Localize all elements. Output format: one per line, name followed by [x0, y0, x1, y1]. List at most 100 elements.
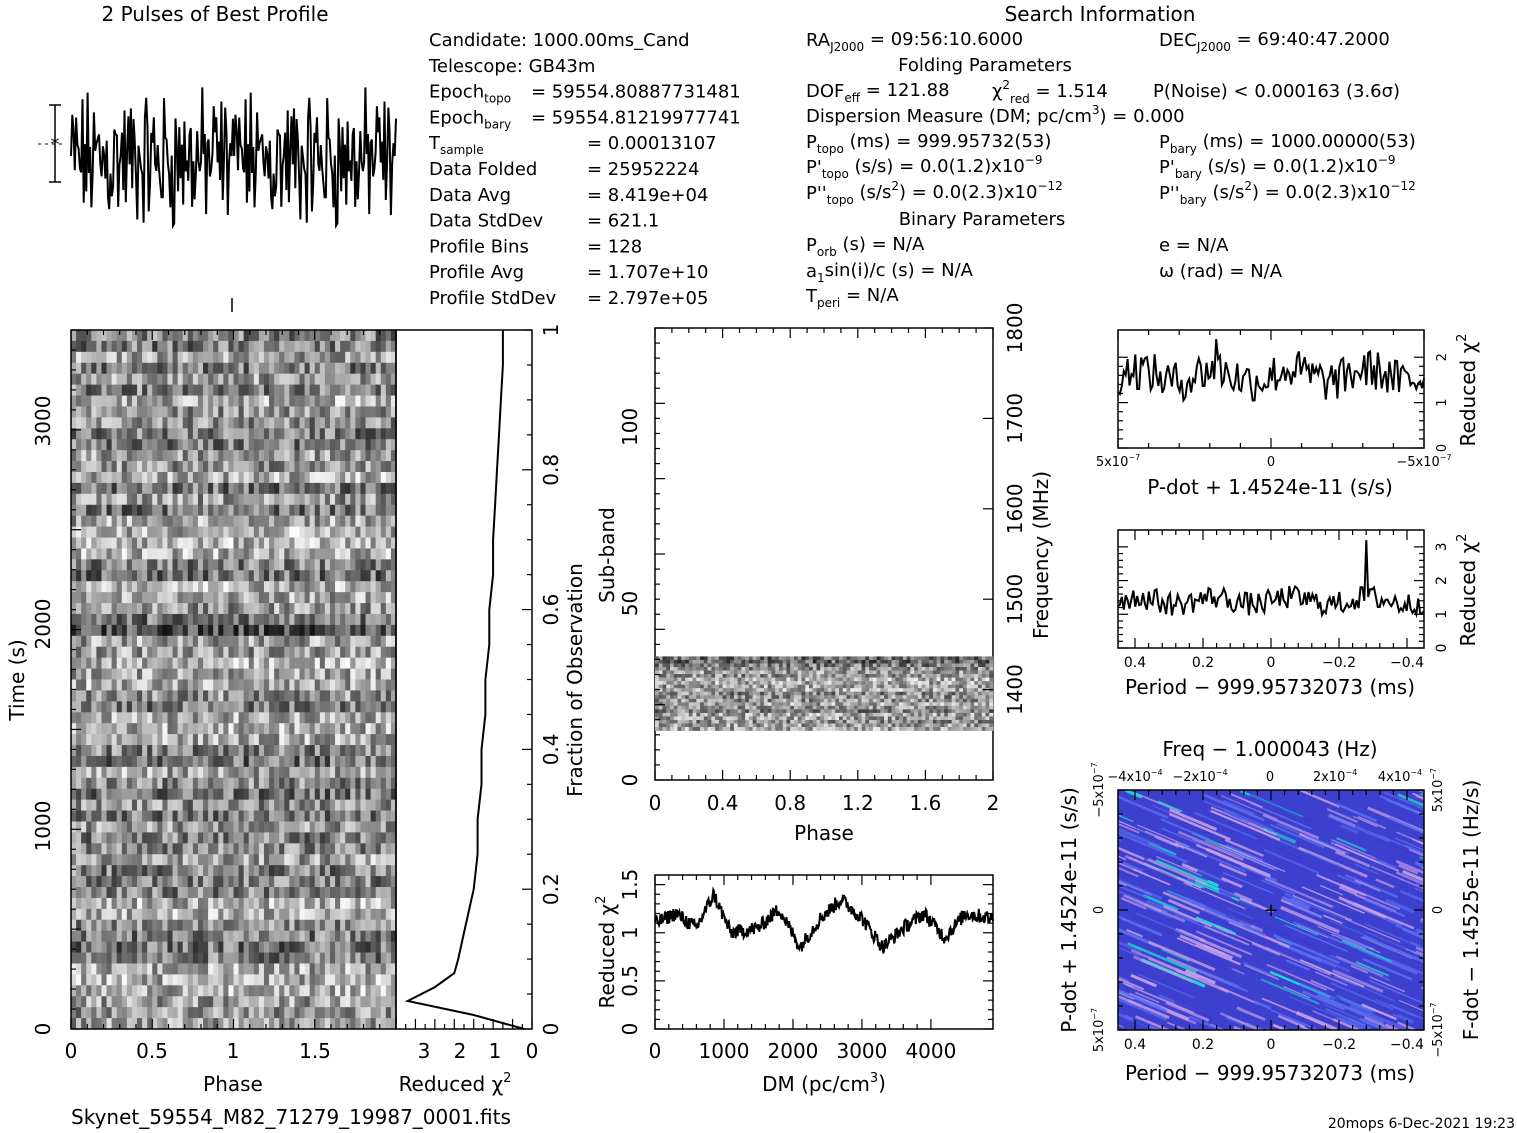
tp-cell [335, 854, 341, 866]
tp-cell [324, 777, 331, 790]
tp-cell [269, 908, 275, 921]
tp-cell [284, 657, 290, 669]
tp-cell [258, 1018, 265, 1029]
tp-cell [253, 843, 260, 855]
tp-cell [106, 810, 113, 822]
tp-cell [96, 439, 102, 451]
tp-cell [172, 908, 179, 921]
tp-cell [91, 482, 97, 495]
tp-cell [294, 723, 300, 735]
tp-cell [172, 504, 179, 517]
tp-cell [238, 417, 245, 429]
tp-cell [71, 646, 77, 659]
subband-cell [790, 674, 795, 678]
subband-cell [962, 663, 968, 668]
tp-cell [319, 876, 326, 888]
tp-cell [345, 493, 351, 506]
tp-cell [355, 788, 361, 801]
tp-cell [263, 919, 270, 932]
tp-cell [177, 548, 184, 560]
tp-cell [167, 832, 173, 844]
tp-cell [218, 570, 224, 582]
tp-cell [162, 526, 168, 538]
tp-cell [182, 996, 189, 1008]
tp-cell [365, 635, 372, 648]
tp-cell [152, 723, 158, 735]
subband-cell [940, 656, 945, 661]
tp-cell [370, 919, 377, 932]
tp-cell [116, 657, 123, 669]
tp-cell [314, 592, 321, 604]
tp-cell [81, 624, 87, 637]
tp-cell [355, 777, 361, 790]
y-tick-label: 0.8 [539, 454, 563, 486]
tp-cell [223, 832, 229, 844]
tp-cell [365, 613, 372, 626]
tp-cell [218, 723, 224, 735]
tp-cell [233, 668, 239, 680]
tp-cell [340, 854, 346, 866]
tp-cell [81, 865, 87, 877]
tp-cell [126, 952, 133, 964]
subband-cell [861, 667, 866, 671]
subband-cell [655, 670, 660, 675]
tp-cell [238, 908, 245, 921]
tp-cell [213, 668, 219, 680]
subband-cell [940, 670, 945, 675]
tp-cell [269, 461, 275, 473]
tp-cell [375, 548, 382, 560]
tp-cell [238, 766, 245, 779]
subband-cell [955, 656, 960, 661]
tp-cell [131, 723, 138, 735]
tp-cell [238, 330, 245, 342]
tp-cell [253, 679, 260, 691]
tp-cell [213, 395, 219, 407]
subband-cell [835, 663, 840, 668]
tp-cell [86, 570, 92, 582]
tp-cell [177, 788, 184, 801]
tp-cell [157, 613, 163, 626]
tp-cell [142, 384, 148, 396]
subband-cell [899, 663, 904, 668]
subband-cell [887, 659, 892, 664]
tp-cell [147, 613, 153, 626]
tp-cell [182, 799, 189, 811]
tp-cell [81, 471, 87, 484]
omega-value: ω (rad) = N/A [1159, 261, 1283, 282]
tp-cell [111, 723, 118, 735]
tp-cell [111, 832, 118, 844]
tp-cell [309, 362, 316, 375]
tp-cell [274, 461, 280, 473]
tp-cell [172, 450, 179, 462]
tp-cell [203, 351, 209, 364]
tp-cell [147, 755, 153, 768]
tp-cell [274, 668, 280, 680]
tp-cell [253, 482, 260, 495]
subband-cell [966, 667, 971, 671]
subband-cell [944, 670, 949, 675]
tp-cell [86, 734, 92, 746]
tp-cell [279, 493, 285, 506]
tp-cell [243, 624, 250, 637]
tp-cell [279, 548, 285, 560]
tp-cell [213, 635, 219, 648]
tp-cell [319, 515, 326, 527]
tp-cell [223, 471, 229, 484]
tp-cell [71, 832, 77, 844]
tp-cell [324, 679, 331, 691]
tp-cell [360, 330, 366, 342]
tp-cell [167, 690, 173, 702]
tp-cell [167, 417, 173, 429]
tp-cell [76, 865, 82, 877]
tp-cell [243, 887, 250, 899]
subband-cell [767, 663, 772, 668]
tp-cell [274, 362, 280, 375]
tp-cell [355, 668, 361, 680]
tp-cell [284, 559, 290, 571]
subband-cell [932, 667, 937, 671]
tp-cell [314, 504, 321, 517]
tp-cell [177, 395, 184, 407]
tp-cell [213, 930, 219, 943]
tp-cell [213, 450, 219, 462]
tp-cell [279, 745, 285, 757]
